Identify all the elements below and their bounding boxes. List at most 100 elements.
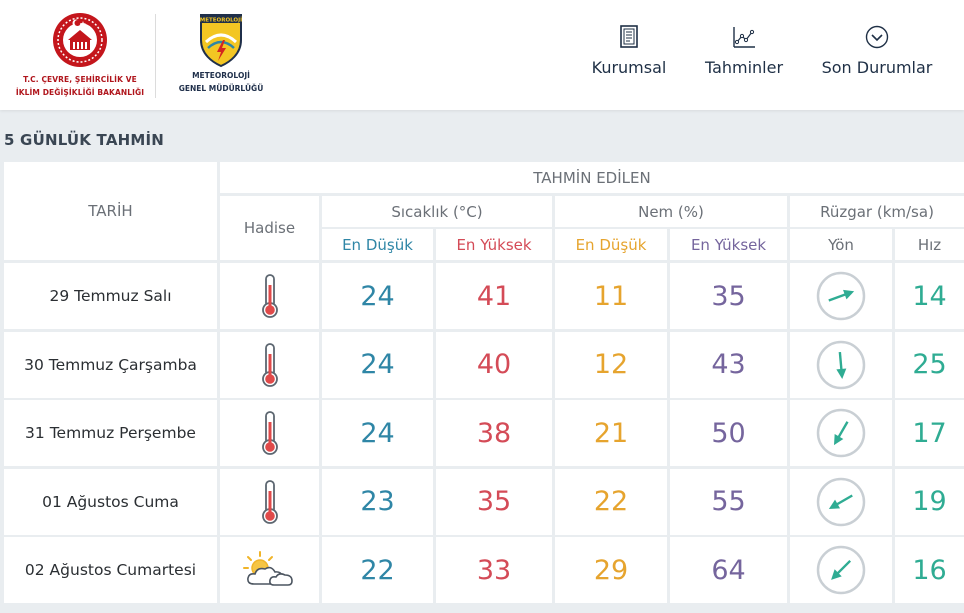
row-wind-speed-value: 19: [912, 486, 947, 517]
row-humidity-min-value: 11: [593, 280, 629, 312]
col-header-nem-label: Nem (%): [638, 202, 704, 221]
row-date-label: 31 Temmuz Perşembe: [25, 424, 196, 442]
row-wind-speed-value: 16: [912, 554, 947, 586]
row-wind-speed-value: 17: [912, 417, 947, 449]
row-temp-max-value: 33: [476, 554, 512, 586]
row-date: 30 Temmuz Çarşamba: [4, 331, 217, 398]
col-header-nem: Nem (%): [555, 196, 787, 227]
col-header-sicaklik: Sıcaklık (°C): [322, 196, 552, 227]
row-temp-min: 24: [322, 331, 433, 398]
nav-son-durumlar-label: Son Durumlar: [821, 58, 933, 77]
row-wind-direction: [790, 331, 892, 398]
row-temp-min-value: 22: [360, 554, 395, 586]
nav-kurumsal[interactable]: Kurumsal: [588, 24, 670, 77]
row-temp-min-value: 24: [360, 349, 395, 380]
row-date: 31 Temmuz Perşembe: [4, 400, 217, 466]
row-temp-max: 40: [436, 331, 552, 398]
col-header-tarih: TARİH: [4, 162, 217, 260]
row-humidity-min: 22: [555, 468, 667, 535]
row-hadise: [220, 263, 319, 329]
col-header-ruzgar: Rüzgar (km/sa): [790, 196, 964, 227]
col-header-hadise-label: Hadise: [243, 219, 296, 237]
col-header-hadise: Hadise: [220, 196, 319, 260]
section-title: 5 GÜNLÜK TAHMİN: [4, 131, 165, 149]
row-temp-min: 22: [322, 537, 433, 603]
row-date: 02 Ağustos Cumartesi: [4, 537, 217, 603]
row-temp-max-value: 35: [476, 486, 512, 517]
row-wind-direction: [790, 400, 892, 466]
row-date: 01 Ağustos Cuma: [4, 468, 217, 535]
subheader-wind-direction: Yön: [790, 229, 892, 260]
row-date-label: 29 Temmuz Salı: [49, 287, 172, 305]
row-humidity-max-value: 50: [711, 417, 746, 449]
row-humidity-max: 55: [670, 468, 787, 535]
row-temp-min-value: 24: [360, 417, 395, 449]
nav-son-durumlar[interactable]: Son Durumlar: [816, 24, 938, 77]
row-temp-min: 23: [322, 468, 433, 535]
col-header-tarih-label: TARİH: [88, 202, 133, 220]
mgm-shield-icon: METEOROLOJİ: [200, 14, 242, 68]
row-humidity-max: 50: [670, 400, 787, 466]
row-temp-max: 41: [436, 263, 552, 329]
mgm-name-line2: GENEL MÜDÜRLÜĞÜ: [178, 84, 264, 93]
subheader-humidity-max-label: En Yüksek: [690, 235, 767, 254]
row-date-label: 02 Ağustos Cumartesi: [24, 561, 197, 579]
col-header-tahmin-edilen: TAHMİN EDİLEN: [220, 162, 964, 193]
row-temp-max: 35: [436, 468, 552, 535]
row-humidity-max-value: 55: [711, 486, 746, 517]
row-humidity-max: 43: [670, 331, 787, 398]
row-hadise: [220, 537, 319, 603]
subheader-humidity-max: En Yüksek: [670, 229, 787, 260]
col-header-tahmin-edilen-label: TAHMİN EDİLEN: [533, 168, 651, 187]
row-temp-max-value: 38: [476, 417, 512, 449]
nav-kurumsal-label: Kurumsal: [591, 58, 667, 77]
row-humidity-max: 35: [670, 263, 787, 329]
row-humidity-min: 29: [555, 537, 667, 603]
row-date-label: 01 Ağustos Cuma: [42, 492, 179, 511]
col-header-ruzgar-label: Rüzgar (km/sa): [820, 202, 934, 221]
partly-cloudy-icon: [242, 551, 293, 586]
wind-direction-icon: [816, 545, 866, 595]
subheader-humidity-min-label: En Düşük: [575, 235, 647, 254]
row-humidity-min-value: 29: [593, 554, 629, 586]
mgm-name-line1: METEOROLOJİ: [192, 71, 250, 80]
chart-icon: [733, 27, 755, 48]
row-humidity-min-value: 21: [593, 417, 629, 449]
row-humidity-min-value: 12: [593, 349, 629, 380]
thermometer-hot-icon: [261, 274, 278, 318]
thermometer-hot-icon: [261, 411, 278, 455]
row-temp-min: 24: [322, 400, 433, 466]
nav-tahminler[interactable]: Tahminler: [700, 24, 788, 77]
site-header: T.C. ÇEVRE, ŞEHİRCİLİK VE İKLİM DEĞİŞİKL…: [0, 0, 964, 110]
ministry-name-line2: İKLİM DEĞİŞİKLİĞİ BAKANLIĞI: [15, 88, 145, 97]
row-wind-direction: [790, 263, 892, 329]
ministry-name-line1: T.C. ÇEVRE, ŞEHİRCİLİK VE: [23, 75, 137, 84]
row-humidity-min-value: 22: [593, 486, 629, 517]
row-wind-speed-value: 14: [912, 280, 947, 312]
row-date-label: 30 Temmuz Çarşamba: [24, 355, 197, 374]
row-humidity-min: 12: [555, 331, 667, 398]
wind-direction-icon: [816, 408, 866, 458]
wind-direction-icon: [816, 271, 866, 321]
row-temp-min: 24: [322, 263, 433, 329]
row-temp-max-value: 41: [476, 280, 512, 312]
mgm-logo[interactable]: METEOROLOJİ METEOROLOJİ GENEL MÜDÜRLÜĞÜ: [168, 12, 274, 100]
subheader-humidity-min: En Düşük: [555, 229, 667, 260]
row-humidity-max: 64: [670, 537, 787, 603]
thermometer-hot-icon: [261, 342, 278, 387]
chevron-down-circle-icon: [865, 25, 889, 49]
row-wind-speed: 19: [895, 468, 964, 535]
ministry-logo[interactable]: T.C. ÇEVRE, ŞEHİRCİLİK VE İKLİM DEĞİŞİKL…: [12, 10, 148, 100]
row-hadise: [220, 400, 319, 466]
row-wind-speed: 14: [895, 263, 964, 329]
row-humidity-min: 21: [555, 400, 667, 466]
row-humidity-max-value: 43: [711, 349, 746, 380]
thermometer-hot-icon: [261, 479, 278, 524]
wind-direction-icon: [816, 340, 866, 389]
col-header-sicaklik-label: Sıcaklık (°C): [391, 202, 483, 221]
row-wind-direction: [790, 537, 892, 603]
row-wind-speed-value: 25: [912, 349, 947, 380]
logo-divider: [155, 14, 156, 98]
subheader-temp-max-label: En Yüksek: [456, 235, 532, 254]
subheader-temp-min: En Düşük: [322, 229, 433, 260]
